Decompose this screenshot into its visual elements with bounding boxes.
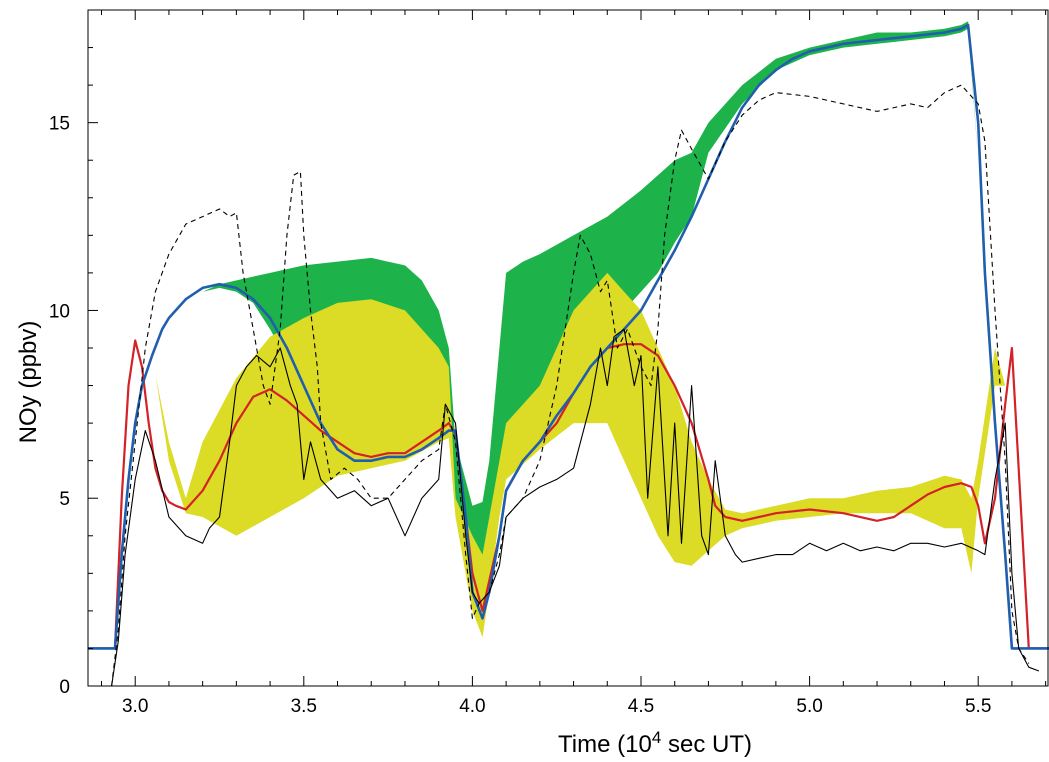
x-axis-ticks: 3.0 3.5 4.0 4.5 5.0 5.5 bbox=[100, 10, 1047, 717]
x-axis-title-exponent: 4 bbox=[652, 728, 661, 747]
x-tick-label: 4.0 bbox=[459, 696, 485, 717]
x-axis-title-suffix: sec UT) bbox=[661, 731, 752, 758]
series-line-2 bbox=[88, 23, 1049, 650]
range-band-2 bbox=[88, 272, 1049, 649]
x-tick-label: 3.5 bbox=[291, 696, 317, 717]
y-tick-label: 0 bbox=[59, 677, 70, 698]
series-line-3 bbox=[111, 328, 1040, 687]
x-tick-label: 5.0 bbox=[796, 696, 822, 717]
y-axis-title: NOy (ppbv) bbox=[15, 321, 42, 444]
x-tick-label: 5.5 bbox=[965, 696, 991, 717]
y-tick-label: 15 bbox=[49, 114, 70, 135]
uncertainty-bands bbox=[88, 21, 1049, 649]
x-tick-label: 4.5 bbox=[628, 696, 654, 717]
y-axis-ticks: 0 5 10 15 bbox=[49, 9, 98, 698]
y-tick-label: 10 bbox=[49, 301, 70, 322]
x-tick-label: 3.0 bbox=[122, 696, 148, 717]
data-series bbox=[88, 23, 1049, 687]
x-axis-title-main: Time (10 bbox=[558, 731, 652, 758]
series-line-4 bbox=[111, 84, 1030, 687]
y-tick-label: 5 bbox=[59, 489, 70, 510]
x-axis-title: Time (104 sec UT) bbox=[558, 728, 752, 758]
